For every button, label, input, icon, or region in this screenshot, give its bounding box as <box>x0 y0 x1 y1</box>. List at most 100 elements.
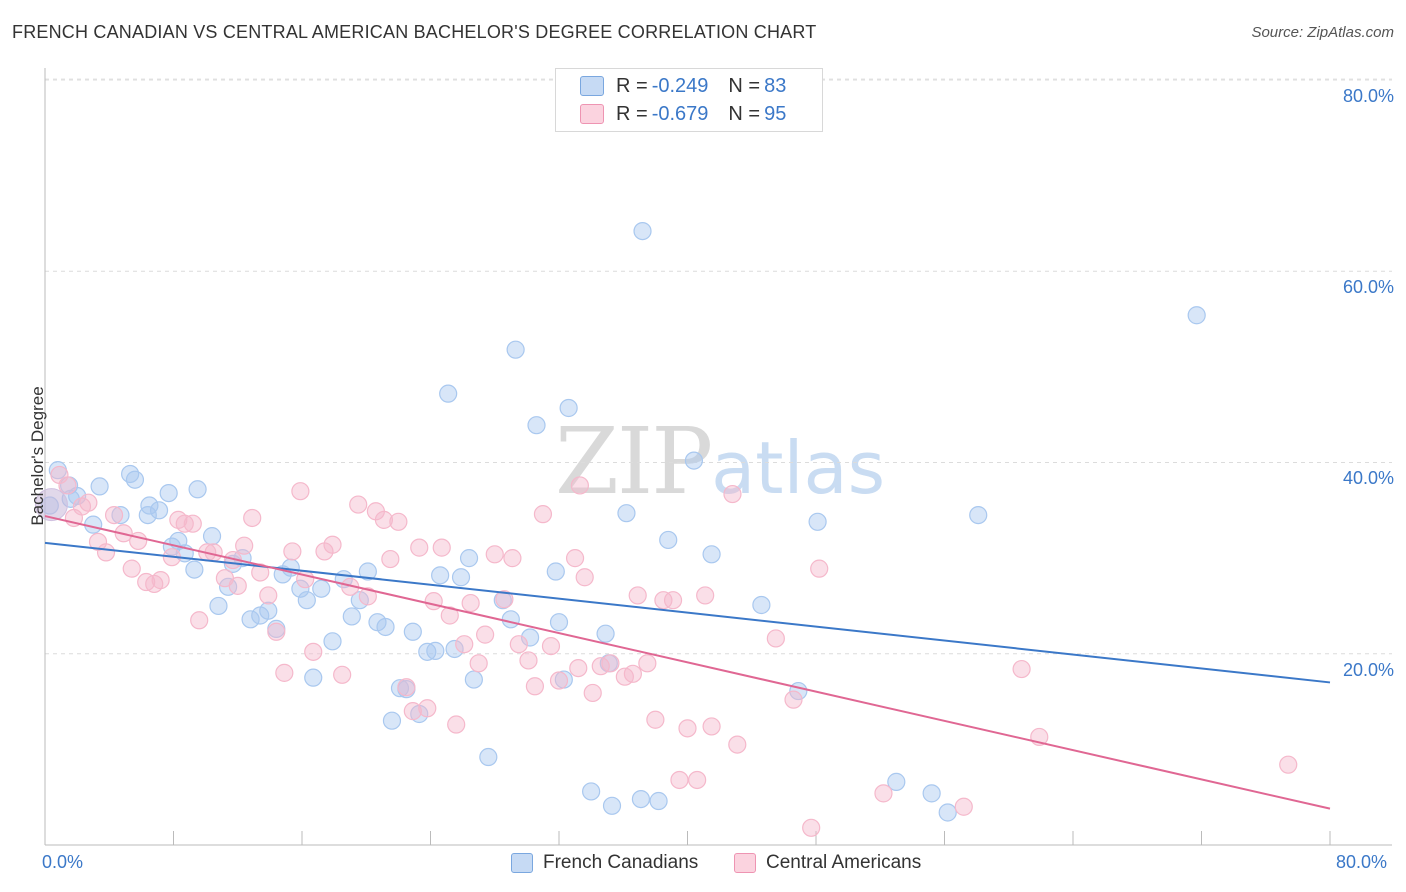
data-point <box>638 654 657 673</box>
data-point <box>447 715 466 734</box>
bottom-legend-swatch-blue <box>511 853 533 873</box>
data-point <box>358 587 377 606</box>
data-point <box>90 477 109 496</box>
source-label: Source: ZipAtlas.com <box>1251 24 1394 41</box>
data-point <box>810 559 829 578</box>
data-point <box>58 476 77 495</box>
data-point <box>696 586 715 605</box>
data-point <box>283 542 302 561</box>
data-point <box>241 610 260 629</box>
data-point <box>374 510 394 529</box>
legend-r-value: -0.679 <box>651 102 709 125</box>
data-point <box>439 384 458 403</box>
data-point <box>323 632 342 651</box>
data-point <box>969 505 988 525</box>
data-point <box>358 562 377 581</box>
data-point <box>602 796 622 815</box>
chart-title: FRENCH CANADIAN VS CENTRAL AMERICAN BACH… <box>12 22 817 42</box>
data-point <box>440 606 459 625</box>
data-point <box>570 476 589 495</box>
stats-legend: R = -0.249 N = 83 R = -0.679 N = 95 <box>555 68 823 132</box>
data-point <box>688 770 707 790</box>
legend-row-french-canadians: R = -0.249 N = 83 <box>580 73 786 99</box>
data-point <box>96 543 116 562</box>
data-point <box>312 579 331 598</box>
data-point <box>485 545 504 564</box>
data-point <box>479 747 498 767</box>
data-point <box>418 699 437 718</box>
data-point <box>389 512 408 531</box>
data-point <box>431 566 450 585</box>
data-point <box>631 789 651 809</box>
data-point <box>503 549 522 568</box>
data-point <box>646 710 665 729</box>
data-point <box>304 642 323 661</box>
data-point <box>251 563 270 582</box>
data-point <box>459 549 479 568</box>
data-point <box>323 535 342 554</box>
legend-swatch-pink <box>580 104 604 124</box>
data-point <box>509 635 528 654</box>
data-point <box>259 586 278 605</box>
bottom-legend-label: Central Americans <box>766 852 922 873</box>
data-point <box>728 735 747 754</box>
data-point <box>723 484 742 504</box>
data-point <box>188 480 207 499</box>
data-point <box>546 562 565 581</box>
data-point <box>678 719 697 738</box>
legend-n-label: N = <box>728 102 761 125</box>
data-point <box>469 654 488 673</box>
data-point <box>397 678 416 697</box>
data-point <box>575 568 594 587</box>
data-point <box>243 508 262 528</box>
data-point <box>190 611 209 630</box>
y-tick-label: 60.0% <box>1342 277 1394 297</box>
data-point <box>125 470 145 489</box>
data-point <box>583 683 602 703</box>
data-point <box>209 596 228 616</box>
x-tick-label: 0.0% <box>42 852 84 872</box>
data-point <box>235 536 254 555</box>
data-point <box>506 340 525 359</box>
data-point <box>228 576 247 595</box>
trend-line <box>44 541 1331 684</box>
data-point <box>752 595 771 615</box>
legend-swatch-blue <box>580 76 604 96</box>
data-point <box>451 568 471 587</box>
bottom-legend-label: French Canadians <box>543 852 699 873</box>
data-point <box>291 482 310 501</box>
data-point <box>185 560 204 579</box>
data-point <box>527 416 546 435</box>
data-point <box>159 484 178 503</box>
legend-r-value: -0.249 <box>651 74 709 97</box>
data-point <box>922 784 941 803</box>
data-point <box>1187 306 1206 325</box>
data-point <box>601 654 620 673</box>
data-point <box>432 538 451 557</box>
data-point <box>549 671 569 690</box>
data-point <box>202 527 222 546</box>
data-point <box>520 628 540 647</box>
data-point <box>541 636 561 656</box>
data-point <box>501 610 520 629</box>
legend-n-value: 83 <box>764 74 787 97</box>
data-point <box>874 784 893 803</box>
data-point <box>596 624 615 643</box>
data-point <box>1279 755 1298 774</box>
bottom-legend-french-canadians: French Canadians <box>511 852 698 874</box>
data-point <box>79 493 98 512</box>
data-point <box>633 221 652 241</box>
data-point <box>403 622 422 641</box>
data-point <box>766 629 785 648</box>
data-point <box>333 665 352 684</box>
data-point <box>476 625 495 644</box>
data-point <box>121 464 140 484</box>
data-point <box>259 601 278 620</box>
watermark-zip: ZIP <box>555 408 713 515</box>
data-point <box>670 770 689 790</box>
data-point <box>376 617 395 637</box>
data-point <box>628 586 647 605</box>
data-point <box>887 772 906 791</box>
data-point <box>410 538 429 557</box>
data-point <box>495 590 514 609</box>
